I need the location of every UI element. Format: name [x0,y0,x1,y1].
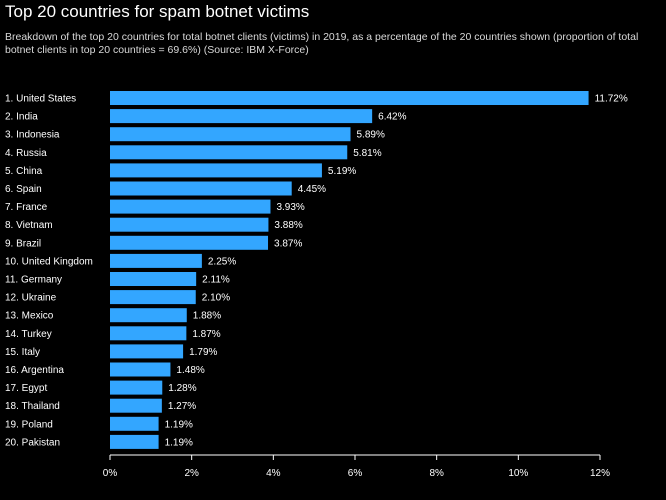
x-axis: 0% 2% 4% 6% 8% 10% 12% [103,454,610,479]
data-label: 5.19% [328,166,356,177]
category-label: 12. Ukraine [5,293,57,304]
data-label: 3.93% [276,202,304,213]
x-tick-label: 8% [429,468,444,479]
x-tick-label: 10% [508,468,528,479]
bar [110,91,589,105]
category-label: 6. Spain [5,184,42,195]
data-label: 3.88% [274,220,302,231]
bars-layer: 1. United States 11.72% 2. India 6.42% 3. In… [5,91,628,449]
category-label: 4. Russia [5,148,47,159]
data-label: 1.27% [168,401,196,412]
bar [110,145,348,160]
data-label: 1.87% [192,329,220,340]
category-label: 11. Germany [5,275,62,286]
chart-title: Top 20 countries for spam botnet victims [5,2,310,21]
x-tick-label: 0% [103,468,118,479]
data-label: 1.19% [165,419,193,430]
category-label: 17. Egypt [5,383,47,394]
bar [110,163,322,178]
category-label: 3. Indonesia [5,130,60,141]
bar [110,398,162,413]
category-label: 15. Italy [5,347,40,358]
bar [110,217,269,232]
category-label: 14. Turkey [5,329,52,340]
x-tick-label: 6% [348,468,363,479]
bar [110,127,351,142]
bar [110,416,159,431]
x-tick-label: 12% [590,468,610,479]
bar [110,109,373,124]
chart-subtitle: Breakdown of the top 20 countries for to… [5,31,639,56]
category-label: 20. Pakistan [5,437,60,448]
category-label: 2. India [5,112,38,123]
category-label: 5. China [5,166,43,177]
data-label: 2.11% [202,275,230,286]
category-label: 19. Poland [5,419,53,430]
data-label: 1.88% [193,311,221,322]
data-label: 1.19% [165,437,193,448]
category-label: 8. Vietnam [5,220,53,231]
bar [110,362,171,377]
bar [110,199,271,214]
data-label: 2.10% [202,293,230,304]
bar [110,181,292,196]
category-label: 1. United States [5,94,76,105]
category-label: 7. France [5,202,48,213]
data-label: 1.48% [176,365,204,376]
bar [110,380,163,395]
x-tick-label: 2% [184,468,199,479]
bar [110,272,197,286]
category-label: 18. Thailand [5,401,60,412]
category-label: 13. Mexico [5,311,54,322]
x-tick-label: 4% [266,468,281,479]
bar [110,344,184,359]
bar [110,308,187,323]
bar [110,326,187,341]
bar [110,253,202,268]
data-label: 11.72% [595,94,628,105]
bar [110,235,269,250]
data-label: 1.79% [189,347,217,358]
data-label: 1.28% [168,383,196,394]
category-label: 16. Argentina [5,365,64,376]
data-label: 3.87% [274,238,302,249]
bar [110,290,196,305]
data-label: 4.45% [298,184,326,195]
data-label: 5.89% [357,130,385,141]
data-label: 5.81% [353,148,381,159]
data-label: 6.42% [378,112,406,123]
category-label: 9. Brazil [5,238,41,249]
category-label: 10. United Kingdom [5,256,93,267]
bar [110,434,159,449]
data-label: 2.25% [208,256,236,267]
